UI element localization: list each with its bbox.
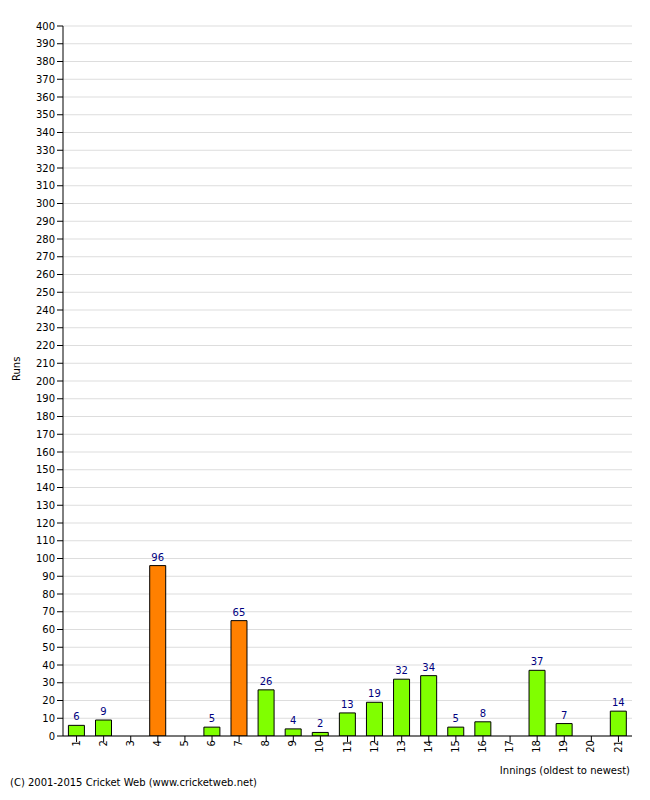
svg-text:Innings (oldest to newest): Innings (oldest to newest) <box>500 765 630 776</box>
svg-text:9: 9 <box>287 740 298 746</box>
svg-text:340: 340 <box>36 127 55 138</box>
svg-text:3: 3 <box>125 740 136 746</box>
svg-text:210: 210 <box>36 358 55 369</box>
svg-text:37: 37 <box>531 656 544 667</box>
svg-text:190: 190 <box>36 393 55 404</box>
svg-text:30: 30 <box>42 677 55 688</box>
svg-text:320: 320 <box>36 163 55 174</box>
svg-text:200: 200 <box>36 376 55 387</box>
svg-text:13: 13 <box>396 740 407 753</box>
svg-text:390: 390 <box>36 38 55 49</box>
svg-text:20: 20 <box>585 740 596 753</box>
svg-text:330: 330 <box>36 145 55 156</box>
svg-text:5: 5 <box>453 713 459 724</box>
svg-text:12: 12 <box>369 740 380 753</box>
svg-text:5: 5 <box>209 713 215 724</box>
svg-text:160: 160 <box>36 447 55 458</box>
svg-text:2: 2 <box>98 740 109 746</box>
svg-text:0: 0 <box>49 731 55 742</box>
html-text:(C) 2001-2015 Cricket Web (www: (C) 2001-2015 Cricket Web (www.cricketwe… <box>10 777 257 788</box>
svg-text:10: 10 <box>315 740 326 753</box>
svg-text:14: 14 <box>423 740 434 753</box>
svg-text:280: 280 <box>36 234 55 245</box>
svg-text:8: 8 <box>480 708 486 719</box>
svg-text:6: 6 <box>206 740 217 746</box>
svg-text:180: 180 <box>36 411 55 422</box>
svg-text:380: 380 <box>36 56 55 67</box>
svg-text:230: 230 <box>36 322 55 333</box>
svg-text:19: 19 <box>368 688 381 699</box>
svg-text:Runs: Runs <box>11 357 22 381</box>
svg-text:14: 14 <box>612 697 625 708</box>
svg-text:13: 13 <box>341 699 354 710</box>
svg-text:400: 400 <box>36 21 55 32</box>
svg-text:110: 110 <box>36 535 55 546</box>
svg-text:7: 7 <box>561 710 567 721</box>
svg-text:7: 7 <box>233 740 244 746</box>
svg-text:96: 96 <box>151 552 164 563</box>
svg-text:11: 11 <box>342 740 353 753</box>
svg-text:90: 90 <box>42 571 55 582</box>
svg-text:6: 6 <box>73 711 79 722</box>
svg-text:10: 10 <box>42 713 55 724</box>
svg-text:360: 360 <box>36 92 55 103</box>
svg-text:21: 21 <box>613 740 624 753</box>
svg-text:1: 1 <box>71 740 82 746</box>
svg-text:2: 2 <box>317 718 323 729</box>
svg-text:65: 65 <box>233 607 246 618</box>
svg-text:26: 26 <box>260 676 273 687</box>
svg-text:220: 220 <box>36 340 55 351</box>
svg-text:15: 15 <box>450 740 461 753</box>
svg-text:70: 70 <box>42 606 55 617</box>
svg-text:17: 17 <box>504 740 515 753</box>
svg-text:34: 34 <box>422 662 435 673</box>
svg-text:20: 20 <box>42 695 55 706</box>
svg-text:4: 4 <box>290 715 296 726</box>
svg-text:9: 9 <box>100 706 106 717</box>
svg-text:270: 270 <box>36 251 55 262</box>
svg-text:350: 350 <box>36 109 55 120</box>
svg-text:370: 370 <box>36 74 55 85</box>
svg-text:260: 260 <box>36 269 55 280</box>
svg-text:32: 32 <box>395 665 408 676</box>
svg-text:50: 50 <box>42 642 55 653</box>
svg-text:130: 130 <box>36 500 55 511</box>
svg-text:4: 4 <box>152 740 163 746</box>
svg-text:150: 150 <box>36 464 55 475</box>
svg-text:100: 100 <box>36 553 55 564</box>
svg-text:40: 40 <box>42 660 55 671</box>
svg-text:240: 240 <box>36 305 55 316</box>
svg-text:120: 120 <box>36 518 55 529</box>
svg-text:8: 8 <box>260 740 271 746</box>
svg-text:60: 60 <box>42 624 55 635</box>
svg-text:5: 5 <box>179 740 190 746</box>
svg-text:290: 290 <box>36 216 55 227</box>
svg-text:310: 310 <box>36 180 55 191</box>
svg-text:170: 170 <box>36 429 55 440</box>
svg-text:140: 140 <box>36 482 55 493</box>
svg-text:18: 18 <box>531 740 542 753</box>
svg-text:250: 250 <box>36 287 55 298</box>
svg-text:80: 80 <box>42 589 55 600</box>
svg-text:19: 19 <box>558 740 569 753</box>
svg-text:16: 16 <box>477 740 488 753</box>
svg-text:300: 300 <box>36 198 55 209</box>
